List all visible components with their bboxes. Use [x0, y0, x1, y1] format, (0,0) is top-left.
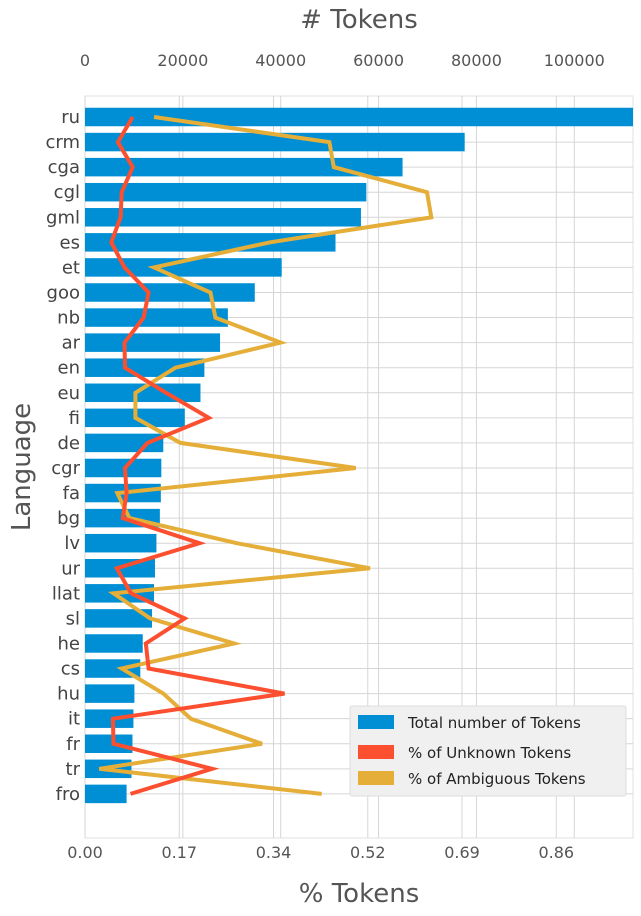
category-label-gml: gml — [46, 207, 80, 228]
category-label-nb: nb — [57, 308, 80, 329]
bar-goo — [85, 283, 255, 302]
bottom-axis-title: % Tokens — [299, 879, 420, 909]
legend-label-total: Total number of Tokens — [407, 714, 581, 732]
top-axis-title: # Tokens — [300, 5, 418, 35]
category-label-it: it — [68, 709, 80, 730]
legend-swatch-ambiguous — [358, 771, 394, 785]
bottom-axis: 0.00 0.17 0.34 0.52 0.69 0.86 — [67, 843, 574, 862]
bar-he — [85, 634, 143, 653]
category-label-fi: fi — [69, 408, 80, 429]
top-axis: 0 20000 40000 60000 80000 100000 — [80, 51, 605, 70]
category-label-sl: sl — [66, 608, 80, 629]
category-label-fro: fro — [56, 784, 80, 805]
bar-crm — [85, 132, 465, 152]
bar-ru — [85, 107, 633, 127]
category-label-bg: bg — [57, 508, 80, 529]
category-label-cgl: cgl — [54, 182, 80, 203]
category-label-goo: goo — [47, 282, 80, 303]
category-label-et: et — [62, 257, 80, 278]
bar-ar — [85, 333, 221, 352]
bar-fro — [85, 784, 127, 804]
category-label-eu: eu — [58, 383, 80, 404]
category-label-ru: ru — [61, 107, 80, 128]
bar-lv — [85, 533, 157, 553]
bar-hu — [85, 684, 135, 703]
category-label-fr: fr — [66, 734, 80, 755]
category-label-es: es — [60, 232, 80, 253]
bar-cgl — [85, 182, 367, 202]
line-series — [98, 115, 434, 796]
category-label-crm: crm — [45, 132, 80, 153]
category-label-llat: llat — [52, 583, 80, 604]
line-unknown — [109, 115, 285, 796]
top-tick-label-3: 60000 — [353, 51, 404, 70]
category-label-en: en — [58, 358, 80, 379]
legend-label-ambiguous: % of Ambiguous Tokens — [408, 770, 586, 788]
category-label-cgr: cgr — [51, 458, 80, 479]
bar-en — [85, 358, 205, 377]
bottom-tick-label-3: 0.52 — [350, 843, 386, 862]
top-tick-label-2: 40000 — [255, 51, 306, 70]
category-axis: ru crm cga cgl gml es et goo nb ar en eu fi de cgr fa bg… — [45, 107, 80, 805]
category-label-de: de — [58, 433, 81, 454]
bar-fr — [85, 734, 133, 753]
bar-et — [85, 258, 282, 277]
bar-it — [85, 709, 134, 728]
bar-nb — [85, 308, 228, 327]
category-label-hu: hu — [57, 684, 80, 705]
bottom-tick-label-5: 0.86 — [538, 843, 574, 862]
category-label-ar: ar — [62, 333, 81, 354]
bar-cga — [85, 157, 403, 177]
top-tick-label-0: 0 — [80, 51, 90, 70]
category-label-ur: ur — [61, 558, 80, 579]
legend: Total number of Tokens % of Unknown Toke… — [349, 705, 627, 797]
top-tick-label-1: 20000 — [157, 51, 208, 70]
legend-label-unknown: % of Unknown Tokens — [408, 744, 571, 762]
legend-box — [349, 705, 627, 797]
top-tick-label-5: 100000 — [544, 51, 605, 70]
legend-swatch-total — [358, 715, 394, 729]
bottom-tick-label-2: 0.34 — [256, 843, 292, 862]
top-tick-label-4: 80000 — [451, 51, 502, 70]
line-ambiguous — [98, 115, 434, 796]
category-label-he: he — [58, 633, 80, 654]
bar-gml — [85, 208, 361, 227]
category-label-cs: cs — [61, 659, 80, 680]
category-label-cga: cga — [48, 157, 80, 178]
bottom-tick-label-4: 0.69 — [444, 843, 480, 862]
y-axis-title: Language — [7, 403, 37, 531]
category-label-lv: lv — [64, 533, 80, 554]
bar-es — [85, 233, 336, 252]
category-label-tr: tr — [66, 759, 81, 780]
category-label-fa: fa — [63, 483, 80, 504]
bottom-tick-label-0: 0.00 — [67, 843, 103, 862]
legend-swatch-unknown — [358, 745, 394, 759]
bottom-tick-label-1: 0.17 — [161, 843, 197, 862]
bar-sl — [85, 609, 153, 628]
